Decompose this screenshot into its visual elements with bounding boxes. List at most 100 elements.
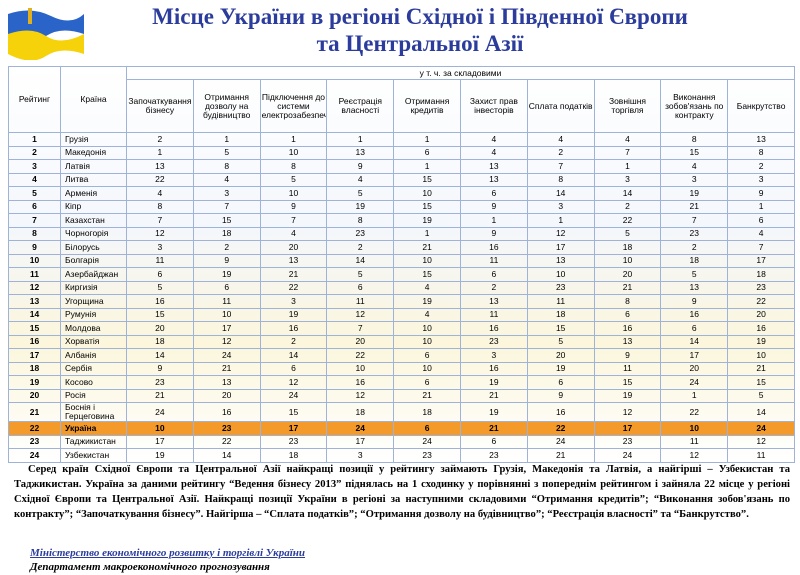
value-cell: 3 bbox=[593, 172, 662, 187]
value-cell: 21 bbox=[459, 388, 528, 403]
value-cell: 1 bbox=[393, 132, 461, 147]
column-header: Зовнішня торгівля bbox=[593, 79, 662, 133]
column-header: Підключення до системи електрозабезпечен… bbox=[259, 79, 328, 133]
rank-cell: 6 bbox=[8, 199, 61, 214]
value-cell: 18 bbox=[727, 267, 795, 282]
value-cell: 4 bbox=[459, 145, 528, 160]
value-cell: 5 bbox=[727, 388, 795, 403]
column-header: Отримання дозволу на будівництво bbox=[192, 79, 261, 133]
rank-cell: 17 bbox=[8, 348, 61, 363]
value-cell: 13 bbox=[727, 132, 795, 147]
value-cell: 7 bbox=[660, 213, 729, 228]
value-cell: 24 bbox=[393, 434, 461, 449]
value-cell: 11 bbox=[192, 294, 261, 309]
column-header: Отримання кредитів bbox=[393, 79, 461, 133]
value-cell: 22 bbox=[259, 280, 328, 295]
value-cell: 10 bbox=[393, 321, 461, 336]
value-cell: 10 bbox=[126, 421, 194, 436]
value-cell: 18 bbox=[192, 226, 261, 241]
value-cell: 18 bbox=[660, 253, 729, 268]
value-cell: 1 bbox=[526, 213, 595, 228]
value-cell: 20 bbox=[593, 267, 662, 282]
value-cell: 19 bbox=[459, 375, 528, 390]
value-cell: 1 bbox=[326, 132, 395, 147]
country-cell: Білорусь bbox=[60, 240, 127, 255]
value-cell: 17 bbox=[526, 240, 595, 255]
value-cell: 23 bbox=[259, 434, 328, 449]
value-cell: 1 bbox=[593, 159, 662, 174]
value-cell: 7 bbox=[593, 145, 662, 160]
value-cell: 14 bbox=[660, 334, 729, 349]
value-cell: 11 bbox=[459, 307, 528, 322]
value-cell: 16 bbox=[459, 240, 528, 255]
value-cell: 20 bbox=[126, 321, 194, 336]
value-cell: 24 bbox=[192, 348, 261, 363]
value-cell: 11 bbox=[326, 294, 395, 309]
rank-cell: 15 bbox=[8, 321, 61, 336]
value-cell: 11 bbox=[126, 253, 194, 268]
value-cell: 19 bbox=[259, 307, 328, 322]
value-cell: 20 bbox=[326, 334, 395, 349]
value-cell: 5 bbox=[593, 226, 662, 241]
rank-cell: 24 bbox=[8, 448, 61, 463]
value-cell: 11 bbox=[727, 448, 795, 463]
value-cell: 9 bbox=[593, 348, 662, 363]
value-cell: 24 bbox=[326, 421, 395, 436]
table-row: 19 Косово 23 13 12 16 6 19 6 15 24 15 bbox=[8, 375, 795, 390]
value-cell: 6 bbox=[526, 375, 595, 390]
value-cell: 19 bbox=[393, 294, 461, 309]
table-row: 18 Сербія 9 21 6 10 10 16 19 11 20 21 bbox=[8, 361, 795, 376]
value-cell: 7 bbox=[727, 240, 795, 255]
country-header: Країна bbox=[60, 66, 127, 133]
value-cell: 22 bbox=[660, 402, 729, 422]
value-cell: 6 bbox=[126, 267, 194, 282]
value-cell: 2 bbox=[126, 132, 194, 147]
country-cell: Чорногорія bbox=[60, 226, 127, 241]
value-cell: 2 bbox=[727, 159, 795, 174]
table-row: 6 Кіпр 8 7 9 19 15 9 3 2 21 1 bbox=[8, 199, 795, 214]
value-cell: 16 bbox=[326, 375, 395, 390]
value-cell: 6 bbox=[459, 186, 528, 201]
value-cell: 21 bbox=[192, 361, 261, 376]
value-cell: 1 bbox=[727, 199, 795, 214]
value-cell: 10 bbox=[393, 334, 461, 349]
rank-cell: 10 bbox=[8, 253, 61, 268]
country-cell: Киргизія bbox=[60, 280, 127, 295]
value-cell: 16 bbox=[593, 321, 662, 336]
value-cell: 4 bbox=[326, 172, 395, 187]
value-cell: 15 bbox=[126, 307, 194, 322]
value-cell: 3 bbox=[126, 240, 194, 255]
value-cell: 6 bbox=[393, 375, 461, 390]
value-cell: 23 bbox=[459, 334, 528, 349]
value-cell: 10 bbox=[526, 267, 595, 282]
value-cell: 11 bbox=[660, 434, 729, 449]
value-cell: 15 bbox=[259, 402, 328, 422]
value-cell: 14 bbox=[593, 186, 662, 201]
value-cell: 16 bbox=[459, 361, 528, 376]
value-cell: 24 bbox=[660, 375, 729, 390]
country-cell: Казахстан bbox=[60, 213, 127, 228]
table-row: 14 Румунія 15 10 19 12 4 11 18 6 16 20 bbox=[8, 307, 795, 322]
value-cell: 15 bbox=[393, 199, 461, 214]
rank-header: Рейтинг bbox=[8, 66, 61, 133]
value-cell: 9 bbox=[259, 199, 328, 214]
value-cell: 18 bbox=[593, 240, 662, 255]
value-cell: 5 bbox=[192, 145, 261, 160]
value-cell: 21 bbox=[459, 421, 528, 436]
value-cell: 2 bbox=[660, 240, 729, 255]
rank-cell: 16 bbox=[8, 334, 61, 349]
value-cell: 23 bbox=[727, 280, 795, 295]
value-cell: 9 bbox=[727, 186, 795, 201]
value-cell: 10 bbox=[393, 186, 461, 201]
value-cell: 23 bbox=[660, 226, 729, 241]
value-cell: 8 bbox=[192, 159, 261, 174]
country-cell: Арменія bbox=[60, 186, 127, 201]
value-cell: 12 bbox=[526, 226, 595, 241]
value-cell: 12 bbox=[593, 402, 662, 422]
value-cell: 10 bbox=[593, 253, 662, 268]
ranking-table: Рейтинг Країна у т. ч. за складовими Започа… bbox=[8, 66, 795, 463]
value-cell: 5 bbox=[660, 267, 729, 282]
value-cell: 5 bbox=[126, 280, 194, 295]
rank-cell: 8 bbox=[8, 226, 61, 241]
value-cell: 22 bbox=[593, 213, 662, 228]
